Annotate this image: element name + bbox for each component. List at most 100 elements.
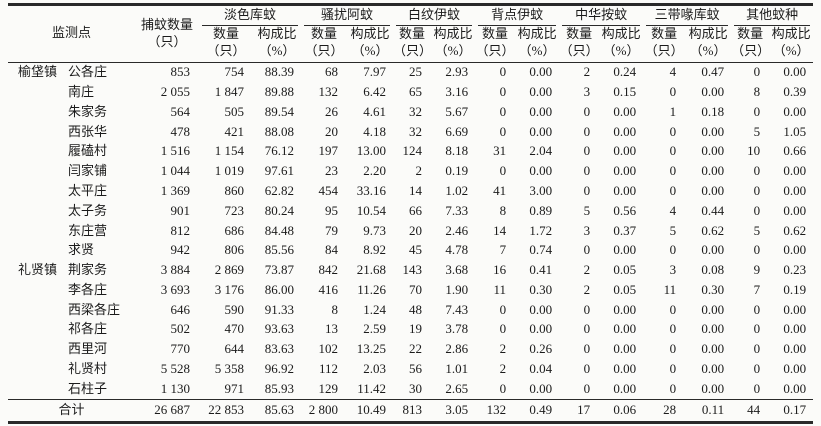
table-row: 李各庄 3 693 3 176 86.00 416 11.26 70 1.90 11 0.30 2 0… (8, 280, 813, 300)
species-count-cell: 2 (583, 281, 591, 297)
species-ratio-cell: 11.26 (357, 281, 387, 297)
capture-count-cell: 1 130 (160, 380, 191, 396)
species-ratio-cell: 88.08 (264, 123, 295, 139)
species-ratio-cell: 0.00 (529, 83, 553, 99)
table-row: 西张华 478 421 88.08 20 4.18 32 6.69 0 0.00 0 0.00 0 0.0… (8, 122, 813, 142)
species-count-cell: 4 (669, 64, 677, 80)
species-count-cell: 20 (325, 123, 339, 139)
species-ratio-cell: 83.63 (264, 341, 295, 357)
species-ratio-cell: 85.56 (264, 242, 295, 258)
species-count-cell: 132 (318, 83, 339, 99)
species-count-cell: 0 (753, 103, 761, 119)
species-count-cell: 0 (583, 163, 591, 179)
species-ratio-cell: 2.93 (445, 64, 469, 80)
species-count-cell: 0 (499, 123, 507, 139)
species-ratio-cell: 0.00 (613, 361, 637, 377)
species-ratio-cell: 0.00 (613, 380, 637, 396)
species-ratio-cell: 0.00 (613, 341, 637, 357)
species-ratio-cell: 2.59 (363, 321, 387, 337)
total-species-count-cell: 813 (393, 399, 432, 423)
species-count-cell: 0 (499, 301, 507, 317)
species-ratio-cell: 0.00 (529, 301, 553, 317)
species-count-cell: 102 (318, 341, 339, 357)
species-ratio-cell: 2.04 (529, 143, 553, 159)
species-ratio-cell: 0.15 (613, 83, 637, 99)
species-ratio-cell: 0.00 (783, 202, 807, 218)
capture-count-cell: 5 528 (160, 361, 191, 377)
species-count-cell: 754 (224, 64, 245, 80)
table-row: 西里河 770 644 83.63 102 13.25 22 2.86 2 0.26 0 0.00 0 0… (8, 340, 813, 360)
species-ratio-cell: 0.37 (613, 222, 637, 238)
species-ratio-cell: 89.88 (264, 83, 295, 99)
table-row: 履磕村 1 516 1 154 76.12 197 13.00 124 8.18 31 2.04 0… (8, 142, 813, 162)
group-header-aedes-albopictus: 白纹伊蚊 (393, 5, 475, 26)
species-count-cell: 32 (409, 103, 423, 119)
subheader-ratio: 构成比 （%） (431, 25, 476, 63)
capture-count-cell: 1 369 (160, 182, 191, 198)
species-ratio-cell: 0.62 (783, 222, 807, 238)
total-label-cell: 合计 (8, 399, 136, 423)
species-ratio-cell: 1.05 (783, 123, 807, 139)
species-count-cell: 16 (493, 262, 507, 278)
table-body: 榆垡镇 公各庄 853 754 88.39 68 7.97 25 2.93 0 0.00 2 0.24 4… (8, 62, 814, 423)
species-count-cell: 806 (224, 242, 245, 258)
village-cell: 求贤 (68, 242, 95, 258)
species-ratio-cell: 89.54 (264, 103, 295, 119)
total-species-ratio-cell: 3.05 (431, 399, 476, 423)
capture-count-cell: 901 (170, 202, 191, 218)
species-count-cell: 66 (409, 202, 423, 218)
species-ratio-cell: 0.00 (783, 242, 807, 258)
capture-count-cell: 2 055 (160, 83, 191, 99)
species-count-cell: 30 (409, 380, 423, 396)
total-species-count-cell: 17 (559, 399, 600, 423)
species-count-cell: 7 (499, 242, 507, 258)
species-ratio-cell: 0.00 (701, 123, 725, 139)
species-ratio-cell: 2.65 (445, 380, 469, 396)
total-species-count-cell: 22 853 (199, 399, 254, 423)
subheader-count: 数量 （只） (731, 25, 770, 63)
species-count-cell: 32 (409, 123, 423, 139)
species-ratio-cell: 0.00 (701, 182, 725, 198)
table-row: 南庄 2 055 1 847 89.88 132 6.42 65 3.16 0 0.00 3 0.15… (8, 82, 813, 102)
species-ratio-cell: 8.92 (363, 242, 387, 258)
species-count-cell: 1 019 (214, 163, 245, 179)
species-count-cell: 0 (669, 321, 677, 337)
species-count-cell: 68 (325, 64, 339, 80)
village-cell: 西张华 (68, 123, 108, 139)
table-row: 东庄营 812 686 84.48 79 9.73 20 2.46 14 1.72 3 0.37 5 0.… (8, 221, 813, 241)
species-count-cell: 9 (753, 262, 761, 278)
total-species-ratio-cell: 0.17 (769, 399, 814, 423)
species-ratio-cell: 0.00 (529, 123, 553, 139)
species-count-cell: 41 (493, 182, 507, 198)
table-row: 太平庄 1 369 860 62.82 454 33.16 14 1.02 41 3.00 0 0.0… (8, 181, 813, 201)
species-count-cell: 8 (753, 83, 761, 99)
species-count-cell: 0 (669, 123, 677, 139)
subheader-count: 数量 （只） (301, 25, 348, 63)
species-count-cell: 0 (753, 182, 761, 198)
capture-count-cell: 853 (170, 64, 191, 80)
species-ratio-cell: 0.00 (701, 361, 725, 377)
species-ratio-cell: 4.61 (363, 103, 387, 119)
species-ratio-cell: 0.00 (701, 143, 725, 159)
species-ratio-cell: 0.00 (613, 123, 637, 139)
village-cell: 太子务 (68, 202, 108, 218)
capture-count-unit: （只） (147, 33, 187, 49)
table-row: 西梁各庄 646 590 91.33 8 1.24 48 7.43 0 0.00 0 0.00 0 0.0… (8, 300, 813, 320)
species-ratio-cell: 1.24 (363, 301, 387, 317)
species-count-cell: 590 (224, 301, 245, 317)
species-ratio-cell: 0.04 (529, 361, 553, 377)
species-ratio-cell: 0.00 (613, 301, 637, 317)
species-count-cell: 45 (409, 242, 423, 258)
species-ratio-cell: 4.18 (363, 123, 387, 139)
species-ratio-cell: 0.00 (529, 380, 553, 396)
species-count-cell: 0 (499, 83, 507, 99)
species-count-cell: 31 (493, 143, 507, 159)
species-ratio-cell: 0.62 (701, 222, 725, 238)
species-ratio-cell: 0.00 (529, 64, 553, 80)
species-count-cell: 0 (583, 143, 591, 159)
species-count-cell: 5 (753, 123, 761, 139)
table-row: 求贤 942 806 85.56 84 8.92 45 4.78 7 0.74 0 0.00 0 0.00… (8, 241, 813, 261)
capture-count-cell: 1 044 (160, 163, 191, 179)
table-row: 太子务 901 723 80.24 95 10.54 66 7.33 8 0.89 5 0.56 4 0.… (8, 201, 813, 221)
subheader-ratio: 构成比 （%） (515, 25, 560, 63)
